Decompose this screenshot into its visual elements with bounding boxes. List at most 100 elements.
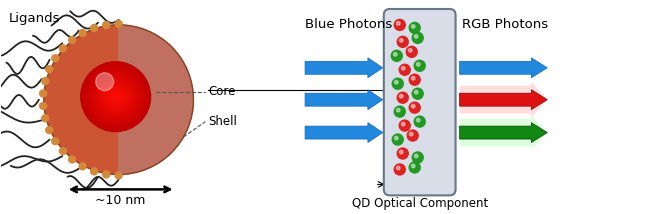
Circle shape bbox=[412, 32, 423, 43]
FancyArrow shape bbox=[460, 115, 547, 150]
Circle shape bbox=[396, 22, 400, 25]
Circle shape bbox=[103, 84, 129, 110]
Circle shape bbox=[393, 52, 397, 56]
Text: Ligands: Ligands bbox=[9, 12, 60, 25]
Circle shape bbox=[69, 36, 75, 43]
Circle shape bbox=[114, 96, 116, 98]
Circle shape bbox=[415, 90, 418, 94]
Circle shape bbox=[412, 88, 423, 99]
Wedge shape bbox=[44, 25, 119, 174]
Circle shape bbox=[107, 88, 125, 106]
Circle shape bbox=[94, 75, 138, 119]
Circle shape bbox=[415, 35, 418, 38]
Circle shape bbox=[410, 132, 413, 136]
Circle shape bbox=[400, 39, 403, 42]
Circle shape bbox=[103, 171, 110, 178]
Circle shape bbox=[42, 78, 49, 85]
Circle shape bbox=[402, 67, 405, 70]
FancyArrow shape bbox=[460, 58, 547, 78]
Circle shape bbox=[395, 80, 398, 84]
Circle shape bbox=[397, 148, 408, 159]
Text: Core: Core bbox=[209, 85, 236, 98]
Circle shape bbox=[395, 106, 405, 117]
Text: RGB Photons: RGB Photons bbox=[462, 18, 548, 31]
Circle shape bbox=[40, 103, 47, 109]
Circle shape bbox=[411, 25, 415, 28]
Circle shape bbox=[88, 69, 144, 125]
Circle shape bbox=[109, 90, 123, 104]
FancyArrow shape bbox=[460, 123, 547, 143]
Circle shape bbox=[410, 162, 420, 173]
Circle shape bbox=[81, 62, 151, 132]
Circle shape bbox=[90, 71, 142, 123]
Circle shape bbox=[414, 116, 425, 127]
Circle shape bbox=[90, 25, 98, 31]
Circle shape bbox=[111, 92, 121, 102]
Circle shape bbox=[396, 108, 400, 112]
Circle shape bbox=[101, 82, 131, 112]
Circle shape bbox=[400, 94, 403, 98]
Circle shape bbox=[69, 156, 75, 163]
FancyArrow shape bbox=[305, 123, 383, 143]
Circle shape bbox=[115, 172, 122, 179]
Circle shape bbox=[410, 74, 420, 85]
Circle shape bbox=[96, 77, 136, 117]
Circle shape bbox=[400, 150, 403, 154]
Circle shape bbox=[99, 80, 133, 114]
Circle shape bbox=[393, 78, 403, 89]
Circle shape bbox=[399, 120, 410, 131]
FancyBboxPatch shape bbox=[384, 9, 456, 195]
Circle shape bbox=[395, 136, 398, 140]
Circle shape bbox=[103, 21, 110, 28]
Circle shape bbox=[91, 72, 140, 122]
Circle shape bbox=[52, 138, 58, 145]
Circle shape bbox=[59, 147, 66, 155]
Circle shape bbox=[411, 76, 415, 80]
Circle shape bbox=[104, 85, 127, 109]
Text: Shell: Shell bbox=[209, 115, 237, 128]
Wedge shape bbox=[119, 25, 194, 174]
Circle shape bbox=[411, 104, 415, 108]
Circle shape bbox=[84, 66, 146, 128]
Circle shape bbox=[396, 166, 400, 170]
Circle shape bbox=[115, 20, 122, 27]
Circle shape bbox=[46, 127, 53, 134]
Circle shape bbox=[95, 76, 136, 118]
Circle shape bbox=[84, 65, 148, 129]
FancyArrow shape bbox=[460, 82, 547, 118]
Circle shape bbox=[86, 67, 146, 127]
Circle shape bbox=[414, 60, 425, 71]
Circle shape bbox=[410, 22, 420, 33]
Circle shape bbox=[79, 30, 86, 37]
Circle shape bbox=[89, 70, 142, 124]
Circle shape bbox=[101, 83, 129, 111]
Circle shape bbox=[83, 64, 149, 130]
FancyArrow shape bbox=[460, 90, 547, 110]
Circle shape bbox=[40, 90, 47, 97]
Circle shape bbox=[46, 66, 53, 73]
Circle shape bbox=[96, 73, 114, 91]
Circle shape bbox=[92, 73, 140, 121]
Text: QD Optical Component: QD Optical Component bbox=[352, 197, 488, 210]
FancyArrow shape bbox=[305, 58, 383, 78]
Circle shape bbox=[110, 91, 122, 103]
Circle shape bbox=[98, 79, 134, 115]
Circle shape bbox=[399, 64, 410, 75]
Circle shape bbox=[112, 94, 119, 100]
Circle shape bbox=[393, 134, 403, 145]
Circle shape bbox=[59, 45, 66, 52]
Circle shape bbox=[412, 152, 423, 163]
Circle shape bbox=[79, 163, 86, 170]
Circle shape bbox=[397, 92, 408, 103]
Circle shape bbox=[112, 93, 120, 101]
Circle shape bbox=[97, 78, 135, 116]
Circle shape bbox=[408, 49, 412, 52]
Circle shape bbox=[93, 74, 138, 120]
Circle shape bbox=[90, 168, 98, 175]
Circle shape bbox=[411, 164, 415, 168]
Circle shape bbox=[99, 81, 131, 113]
Circle shape bbox=[395, 164, 405, 175]
Circle shape bbox=[406, 46, 417, 57]
Circle shape bbox=[108, 89, 124, 105]
Circle shape bbox=[82, 63, 150, 131]
